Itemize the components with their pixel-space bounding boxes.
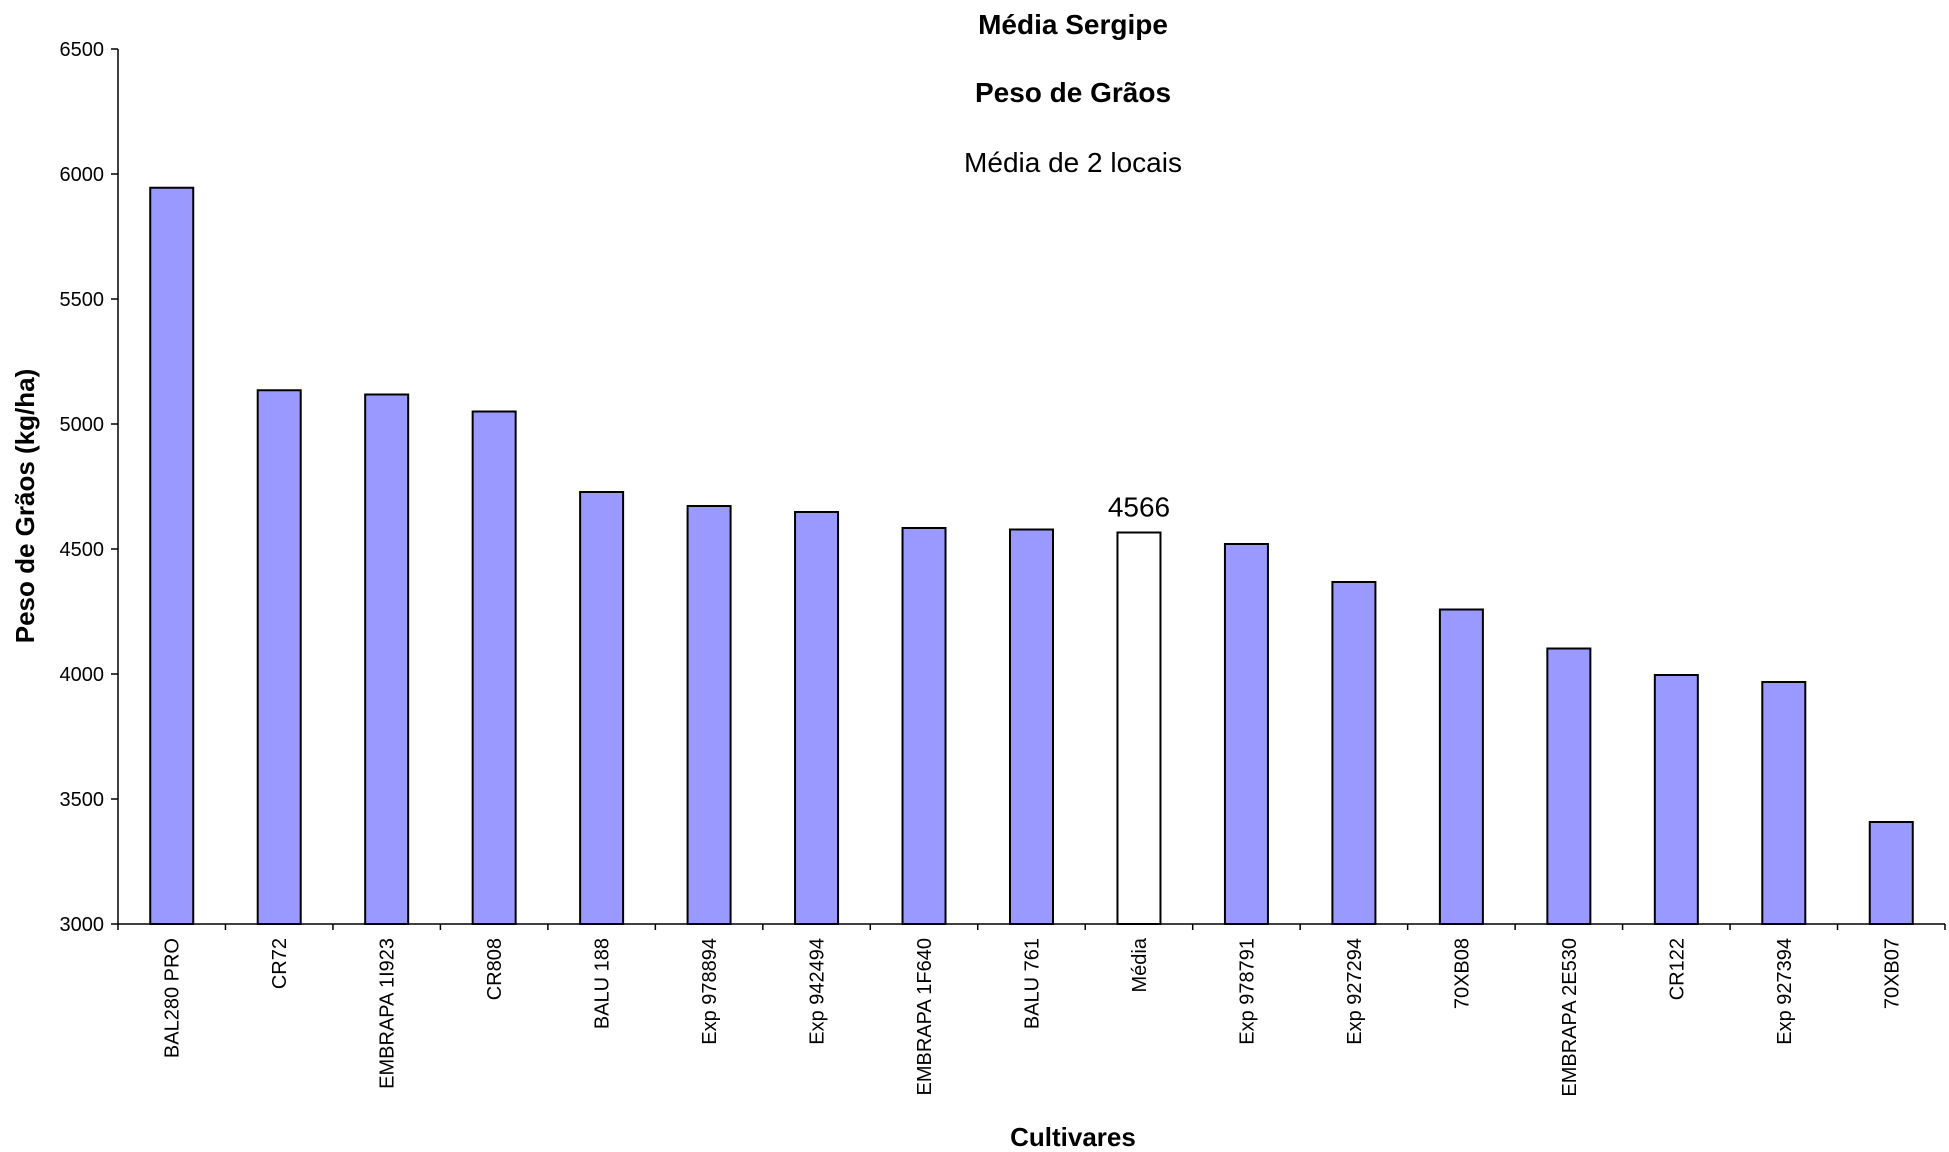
- y-axis-title: Peso de Grãos (kg/ha): [10, 369, 40, 644]
- chart-subtitle-locations: Média de 2 locais: [964, 147, 1182, 178]
- bar: [1438, 608, 1484, 925]
- x-axis-title: Cultivares: [1010, 1122, 1136, 1152]
- x-category-label: Média: [1129, 937, 1151, 992]
- bar: [149, 186, 195, 925]
- bar: [364, 393, 410, 925]
- y-tick-label: 6000: [60, 164, 105, 186]
- x-category-label: BALU 188: [592, 938, 614, 1029]
- y-tick-label: 3500: [60, 789, 105, 811]
- x-category-label: Exp 978894: [699, 938, 721, 1045]
- x-category-label: 70XB08: [1451, 938, 1473, 1009]
- x-category-label: CR72: [269, 938, 291, 989]
- chart-title: Média Sergipe: [978, 9, 1168, 40]
- y-tick-label: 4000: [60, 664, 105, 686]
- bar: [1223, 543, 1269, 925]
- x-category-label: CR122: [1666, 938, 1688, 1000]
- x-category-label: BAL280 PRO: [162, 938, 184, 1058]
- bar: [471, 410, 517, 925]
- y-tick-label: 4500: [60, 539, 105, 561]
- x-category-label: Exp 978791: [1236, 938, 1258, 1045]
- bar: [686, 505, 732, 925]
- x-category-label: CR808: [484, 938, 506, 1000]
- x-category-label: Exp 927394: [1774, 938, 1796, 1045]
- x-category-label: 70XB07: [1881, 938, 1903, 1009]
- bar: [1653, 674, 1699, 925]
- y-tick-label: 3000: [60, 914, 105, 936]
- bar: [1868, 821, 1914, 925]
- bar: [1009, 528, 1054, 925]
- bar: [901, 527, 947, 925]
- plot-area: 3000 3500 4000 4500 5000 5500 6000 6500 BAL280 P…: [60, 39, 1946, 1097]
- chart-subtitle: Peso de Grãos: [975, 77, 1171, 108]
- bar: [256, 389, 302, 925]
- bar: [1331, 581, 1377, 925]
- y-tick-label: 5000: [60, 414, 105, 436]
- x-category-label: EMBRAPA 1F640: [914, 938, 936, 1095]
- x-category-label: EMBRAPA 1I923: [377, 938, 399, 1089]
- x-category-label: Exp 942494: [807, 938, 829, 1045]
- bar: [1761, 681, 1807, 925]
- y-tick-label: 6500: [60, 39, 105, 61]
- y-tick-label: 5500: [60, 289, 105, 311]
- x-category-label: Exp 927294: [1344, 938, 1366, 1045]
- x-category-label: EMBRAPA 2E530: [1559, 938, 1581, 1097]
- data-label-media: 4566: [1108, 492, 1170, 523]
- x-category-label: BALU 761: [1022, 938, 1044, 1029]
- bar: [1546, 647, 1592, 925]
- bar: [794, 511, 840, 925]
- bar: [579, 491, 625, 925]
- bar-media: [1116, 531, 1162, 925]
